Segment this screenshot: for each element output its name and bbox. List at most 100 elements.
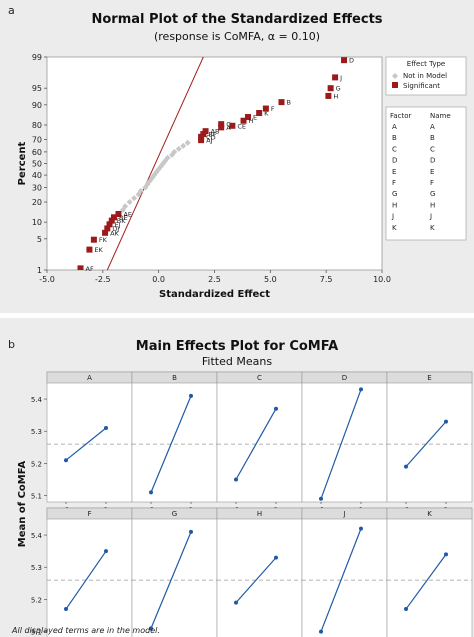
factor-table-header: Name — [430, 112, 451, 120]
point-label: AF — [86, 265, 94, 273]
point-significant-ek — [86, 246, 93, 253]
effect-point — [444, 552, 448, 557]
effect-line-k — [405, 554, 447, 610]
panel-letter-a: a — [8, 4, 15, 17]
point-label: B — [287, 99, 291, 107]
effect-panel-label: G — [172, 510, 177, 518]
effect-line-g — [150, 531, 192, 629]
effect-panel — [46, 507, 133, 637]
point-significant-a — [218, 124, 225, 131]
y-tick-label: 5.2 — [31, 460, 42, 468]
point-label: J — [339, 74, 342, 82]
y-tick-label: 5 — [37, 235, 42, 244]
point-significant-be — [111, 214, 117, 221]
effect-panel-header — [386, 507, 473, 520]
effect-point — [189, 529, 193, 534]
point-label: F — [271, 105, 275, 113]
y-tick-label: 5.1 — [31, 493, 42, 501]
effect-point — [234, 477, 238, 482]
legend-entry: Significant — [403, 82, 440, 90]
panel-a: a Normal Plot of the Standardized Effect… — [0, 0, 474, 313]
point-label: BF — [208, 131, 216, 139]
factor-table-cell: J — [429, 213, 432, 221]
point-label: CE — [237, 122, 246, 130]
factor-table-cell: C — [430, 145, 435, 153]
point-significant-g — [327, 85, 334, 92]
panel-b: b Main Effects Plot for CoMFA Fitted Mea… — [0, 318, 474, 637]
y-tick-label: 5.4 — [31, 532, 43, 540]
x-tick-label: 2.5 — [208, 275, 221, 284]
effect-line-d — [320, 389, 362, 499]
y-tick-label: 5.1 — [31, 629, 42, 637]
effect-panel-label: F — [87, 510, 91, 518]
point-significant-ak — [102, 229, 109, 236]
point-significant-dj — [104, 225, 111, 232]
point-label: A — [226, 124, 231, 132]
factor-table-cell: F — [430, 179, 434, 187]
effect-panel-label: D — [342, 374, 347, 382]
reference-line — [106, 57, 204, 270]
factor-table-cell: K — [430, 224, 435, 232]
point-significant-h — [325, 92, 332, 99]
point-significant-ab — [202, 128, 209, 135]
y-axis-label: Mean of CoMFA — [17, 461, 28, 548]
factor-table-cell: D — [430, 157, 435, 165]
point-not-in-model — [126, 199, 133, 206]
x-tick-label: 7.5 — [320, 275, 333, 284]
point-label: E — [253, 114, 257, 122]
legend-title: Effect Type — [407, 60, 445, 68]
y-tick-label: 40 — [32, 171, 42, 180]
point-label: CD — [206, 133, 216, 141]
chart-title-a: Normal Plot of the Standardized Effects — [91, 12, 383, 27]
y-tick-label: 99 — [32, 53, 42, 62]
effect-line-b — [150, 395, 192, 493]
factor-table-cell: G — [392, 190, 397, 198]
point-not-in-model — [122, 203, 129, 210]
point-not-in-model — [137, 187, 144, 194]
point-significant-aj — [198, 137, 205, 144]
legend-marker-significant — [392, 82, 398, 88]
effect-line-h — [235, 557, 277, 604]
point-significant-ej — [106, 221, 113, 228]
effect-point — [274, 555, 278, 560]
effect-panel-label: B — [172, 374, 177, 382]
effect-panel — [386, 371, 473, 503]
effect-panel-label: K — [427, 510, 432, 518]
factor-table-cell: E — [392, 168, 396, 176]
plot-content — [77, 57, 348, 270]
factor-table-cell: C — [392, 145, 397, 153]
point-label: AB — [211, 128, 220, 136]
effect-panel-label: J — [342, 510, 345, 518]
y-tick-label: 70 — [32, 135, 42, 144]
y-tick-label: 1 — [37, 266, 42, 275]
effect-line-c — [235, 408, 277, 480]
factor-table-cell: A — [430, 123, 435, 131]
point-label: K — [264, 110, 269, 118]
point-not-in-model — [131, 195, 138, 202]
point-not-in-model — [180, 142, 187, 149]
chart-subtitle-b: Fitted Means — [201, 355, 273, 368]
normal-plot: 1 5 10 20 30 40 50 60 70 80 90 95 99 -5.0 -2.5 0.0 2.5 5.… — [17, 53, 467, 300]
effect-point — [274, 406, 278, 411]
point-significant-c — [218, 121, 225, 128]
point-significant-h — [240, 117, 247, 124]
point-label: DJ — [112, 225, 119, 233]
y-tick-label: 80 — [32, 121, 42, 130]
panel-letter-b: b — [8, 338, 15, 351]
y-tick-label: 30 — [32, 184, 42, 193]
point-label: FK — [99, 236, 108, 244]
point-significant-j — [332, 74, 339, 81]
x-tick-label: -5.0 — [39, 275, 55, 284]
effect-point — [64, 607, 68, 612]
point-label: BK — [117, 217, 126, 225]
point-label: EK — [94, 246, 103, 254]
point-label: H — [249, 117, 254, 125]
legend-marker-not-in-model — [392, 73, 398, 79]
x-tick-label: 10.0 — [373, 275, 391, 284]
effect-point — [64, 458, 68, 463]
y-tick-label: 50 — [32, 160, 42, 169]
point-not-in-model — [164, 154, 171, 161]
y-tick-label: 5.3 — [31, 428, 42, 436]
effect-line-a — [65, 427, 107, 461]
point-not-in-model — [175, 145, 182, 152]
